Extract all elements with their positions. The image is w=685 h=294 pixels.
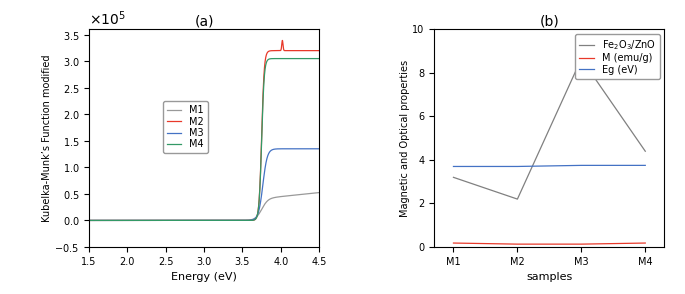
M4 [311,57,319,60]
X-axis label: samples: samples [526,272,573,282]
M3 [125,219,133,222]
Fe$_2$O$_3$/ZnO [449,176,458,179]
M4 [315,57,323,60]
Eg (eV) [577,163,586,167]
Line: Fe$_2$O$_3$/ZnO: Fe$_2$O$_3$/ZnO [453,59,645,199]
M1 [183,219,191,222]
M2 [111,219,119,222]
Line: M1: M1 [89,193,319,220]
Title: (a): (a) [195,14,214,28]
M2 [183,219,191,222]
Eg (eV) [641,163,649,167]
M4 [111,219,119,222]
M2 [173,219,182,222]
M3 [173,219,182,222]
Eg (eV) [449,165,458,168]
M1 [111,219,119,222]
M3 [315,147,323,151]
Line: M2: M2 [89,41,319,220]
M2 [311,49,319,52]
M1 [286,194,294,197]
Line: M (emu/g): M (emu/g) [453,243,645,244]
M1 [315,191,323,194]
Fe$_2$O$_3$/ZnO [513,197,521,201]
M4 [305,57,313,60]
M3 [183,219,191,222]
M (emu/g) [513,242,521,246]
Y-axis label: Magnetic and Optical properties: Magnetic and Optical properties [399,60,410,217]
X-axis label: Energy (eV): Energy (eV) [171,272,237,282]
M (emu/g) [577,242,586,246]
M1 [85,219,93,222]
M4 [85,219,93,222]
M3 [310,147,319,151]
Line: Eg (eV): Eg (eV) [453,165,645,166]
M2 [85,219,93,222]
M3 [286,147,294,151]
M (emu/g) [641,241,649,245]
M3 [85,219,93,222]
M2 [125,219,133,222]
M4 [286,57,294,60]
M2 [286,49,294,52]
Y-axis label: Kubelka-Munk’s Function modified: Kubelka-Munk’s Function modified [42,54,51,222]
M1 [173,219,182,222]
M4 [173,219,182,222]
M4 [125,219,133,222]
M2 [315,49,323,52]
M4 [183,219,191,222]
Eg (eV) [513,165,521,168]
Fe$_2$O$_3$/ZnO [577,57,586,61]
M2 [278,39,286,42]
M (emu/g) [449,241,458,245]
M3 [111,219,119,222]
Legend: M1, M2, M3, M4: M1, M2, M3, M4 [163,101,208,153]
Line: M4: M4 [89,59,319,220]
Fe$_2$O$_3$/ZnO [641,149,649,153]
Line: M3: M3 [89,149,319,220]
M1 [310,191,319,195]
Title: (b): (b) [540,14,559,28]
M1 [125,219,133,222]
Legend: Fe$_2$O$_3$/ZnO, M (emu/g), Eg (eV): Fe$_2$O$_3$/ZnO, M (emu/g), Eg (eV) [575,34,660,79]
